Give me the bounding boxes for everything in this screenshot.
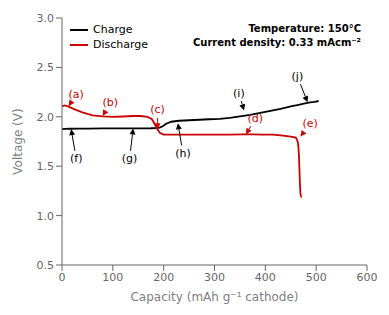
svg-text:(c): (c) xyxy=(150,103,165,116)
html-text:Discharge: Discharge xyxy=(93,38,149,51)
svg-text:(b): (b) xyxy=(103,96,119,109)
html-text:Temperature: 150°C: Temperature: 150°C xyxy=(248,23,361,34)
svg-text:0: 0 xyxy=(59,271,66,284)
svg-text:(a): (a) xyxy=(69,88,84,101)
svg-text:400: 400 xyxy=(255,271,276,284)
svg-text:2.0: 2.0 xyxy=(37,111,55,124)
svg-text:(g): (g) xyxy=(122,152,138,165)
svg-text:(i): (i) xyxy=(233,87,245,100)
svg-text:600: 600 xyxy=(357,271,378,284)
svg-text:300: 300 xyxy=(204,271,225,284)
svg-text:Voltage (V): Voltage (V) xyxy=(11,108,25,174)
svg-text:3.0: 3.0 xyxy=(37,12,55,25)
svg-text:(f): (f) xyxy=(70,152,82,165)
svg-text:(j): (j) xyxy=(292,70,304,83)
svg-text:1.0: 1.0 xyxy=(37,210,55,223)
svg-text:Capacity (mAh g⁻¹ cathode): Capacity (mAh g⁻¹ cathode) xyxy=(130,290,298,304)
svg-text:100: 100 xyxy=(102,271,123,284)
html-text:Charge: Charge xyxy=(93,23,133,36)
svg-text:200: 200 xyxy=(153,271,174,284)
svg-text:500: 500 xyxy=(306,271,327,284)
svg-text:(d): (d) xyxy=(247,112,263,125)
svg-text:2.5: 2.5 xyxy=(37,61,55,74)
html-text:Current density: 0.33 mAcm⁻²: Current density: 0.33 mAcm⁻² xyxy=(193,37,361,48)
svg-text:1.5: 1.5 xyxy=(37,160,55,173)
svg-text:(e): (e) xyxy=(302,117,317,130)
svg-text:(h): (h) xyxy=(175,147,191,160)
svg-text:0.5: 0.5 xyxy=(37,259,55,272)
